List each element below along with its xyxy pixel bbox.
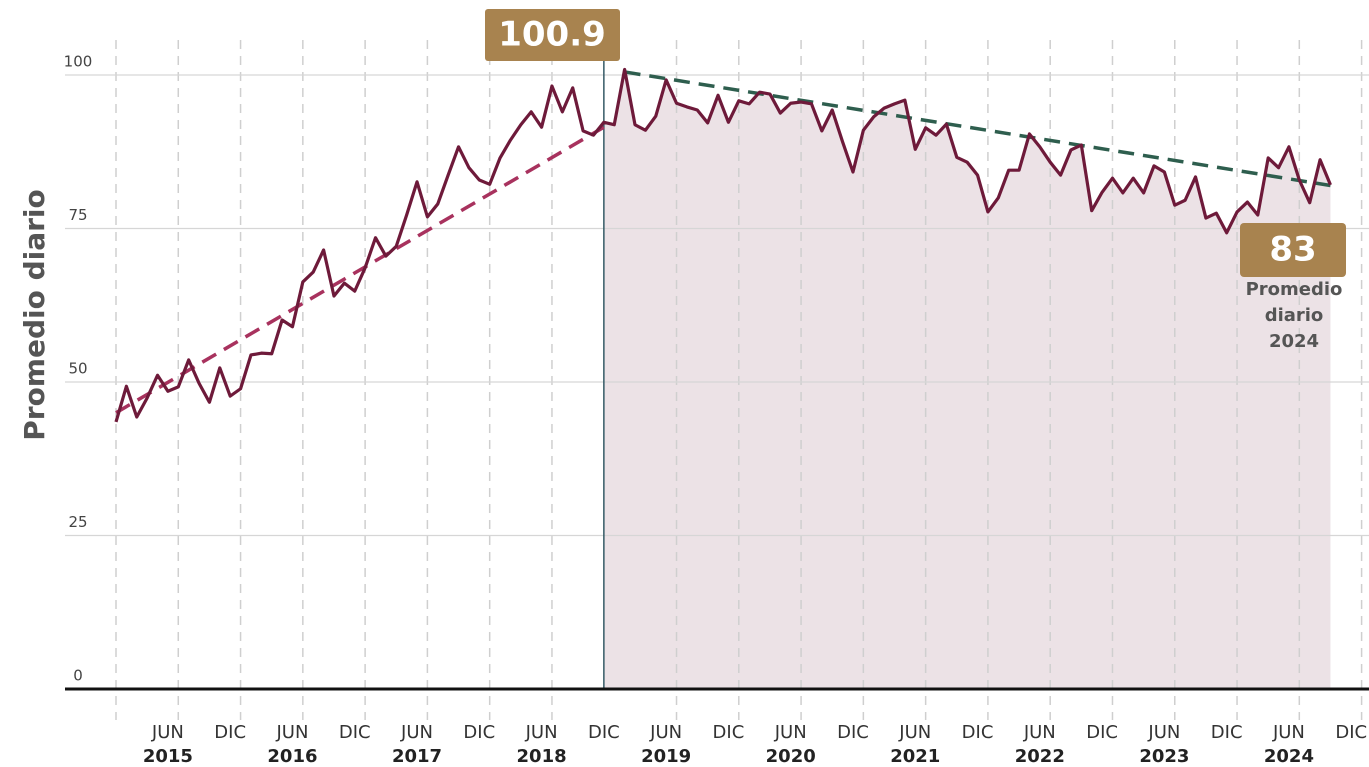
year-label: 2017	[392, 746, 442, 767]
annotation-box	[1240, 223, 1346, 277]
shaded-area	[603, 69, 1331, 689]
year-label: 2018	[517, 746, 567, 767]
x-tick-label: JUN	[1272, 722, 1305, 743]
y-axis-label: Promedio diario	[18, 189, 51, 441]
annotation-box	[485, 9, 620, 61]
x-tick-label: JUN	[649, 722, 682, 743]
annotation-caption: 2024	[1269, 331, 1319, 352]
trend-line	[115, 125, 605, 415]
y-tick-label: 50	[68, 360, 87, 378]
year-label: 2015	[143, 746, 193, 767]
trend-line	[624, 70, 1331, 188]
year-label: 2024	[1264, 746, 1314, 767]
x-tick-label: DIC	[214, 722, 246, 743]
x-tick-label: DIC	[588, 722, 620, 743]
x-tick-label: JUN	[275, 722, 308, 743]
year-label: 2021	[890, 746, 940, 767]
x-tick-label: DIC	[962, 722, 994, 743]
year-label: 2020	[766, 746, 816, 767]
x-tick-label: JUN	[400, 722, 433, 743]
annotation-caption: diario	[1265, 305, 1324, 326]
x-tick-label: JUN	[898, 722, 931, 743]
year-label: 2016	[267, 746, 317, 767]
year-label: 2022	[1015, 746, 1065, 767]
x-tick-label: JUN	[151, 722, 184, 743]
x-tick-label: JUN	[525, 722, 558, 743]
x-tick-label: DIC	[463, 722, 495, 743]
x-tick-label: DIC	[837, 722, 869, 743]
year-label: 2019	[641, 746, 691, 767]
annotation-value: 83	[1269, 230, 1316, 270]
x-tick-label: DIC	[1211, 722, 1243, 743]
x-tick-label: DIC	[1335, 722, 1367, 743]
y-tick-label: 100	[64, 53, 93, 71]
x-tick-label: DIC	[1086, 722, 1118, 743]
annotation-caption: Promedio	[1246, 279, 1343, 300]
x-tick-label: JUN	[1147, 722, 1180, 743]
y-tick-label: 75	[68, 206, 87, 224]
x-tick-label: DIC	[713, 722, 745, 743]
annotation-value: 100.9	[498, 15, 606, 55]
data-line	[114, 67, 1332, 423]
x-tick-label: JUN	[774, 722, 807, 743]
y-tick-label: 25	[68, 513, 87, 531]
x-tick-label: DIC	[339, 722, 371, 743]
x-tick-label: JUN	[1023, 722, 1056, 743]
year-label: 2023	[1139, 746, 1189, 767]
y-tick-label: 0	[73, 667, 83, 685]
